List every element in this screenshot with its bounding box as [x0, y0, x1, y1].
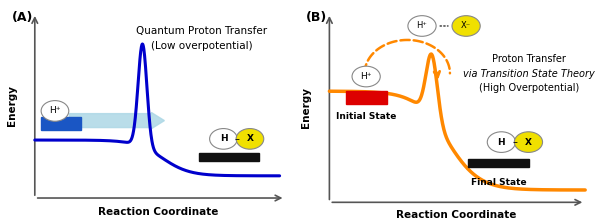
Text: (High Overpotential): (High Overpotential)	[479, 83, 580, 93]
Text: H⁺: H⁺	[49, 106, 61, 115]
Circle shape	[408, 16, 436, 36]
Text: Initial State: Initial State	[336, 112, 397, 121]
Bar	[346, 91, 387, 104]
Bar	[467, 159, 529, 167]
Text: X: X	[247, 134, 253, 143]
Text: Energy: Energy	[301, 87, 311, 128]
Text: (A): (A)	[12, 11, 33, 24]
Circle shape	[352, 66, 380, 87]
Circle shape	[514, 132, 542, 152]
Text: X: X	[525, 138, 532, 146]
Text: Quantum Proton Transfer
(Low overpotential): Quantum Proton Transfer (Low overpotenti…	[136, 26, 268, 51]
Text: Final State: Final State	[470, 178, 526, 187]
Circle shape	[209, 129, 237, 149]
Text: H: H	[497, 138, 505, 146]
Text: Reaction Coordinate: Reaction Coordinate	[98, 207, 219, 217]
Text: via Transition State Theory: via Transition State Theory	[463, 69, 595, 79]
Text: H⁺: H⁺	[416, 22, 427, 30]
Text: (B): (B)	[306, 11, 327, 24]
Text: X⁻: X⁻	[461, 22, 471, 30]
Circle shape	[236, 129, 264, 149]
Text: H⁺: H⁺	[361, 72, 372, 81]
Text: –: –	[512, 137, 517, 147]
Text: H: H	[220, 134, 227, 143]
Bar	[41, 117, 81, 130]
Circle shape	[41, 101, 69, 121]
Text: Energy: Energy	[7, 85, 17, 126]
Bar	[199, 153, 259, 162]
Circle shape	[487, 132, 515, 152]
Text: –: –	[234, 134, 239, 144]
Text: Proton Transfer: Proton Transfer	[493, 54, 566, 64]
Circle shape	[452, 16, 480, 36]
Text: Reaction Coordinate: Reaction Coordinate	[395, 209, 516, 220]
FancyArrow shape	[70, 112, 164, 129]
